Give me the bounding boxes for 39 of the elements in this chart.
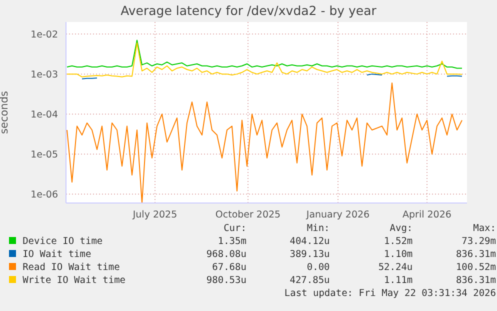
text: 1.52m: [383, 235, 414, 248]
chart-title: Average latency for /dev/xvda2 - by year: [120, 3, 378, 18]
text: 836.31m: [454, 274, 497, 287]
x-tick-label: April 2026: [402, 210, 452, 221]
text: Max:: [472, 222, 497, 235]
text: Min:: [306, 222, 331, 235]
y-tick-label: 1e-05: [30, 149, 58, 160]
y-tick-label: 1e-02: [30, 29, 58, 40]
legend-label: IO Wait time: [22, 248, 92, 261]
legend-label: Device IO time: [22, 235, 104, 248]
text: 1.10m: [383, 248, 414, 261]
x-tick-label: July 2025: [132, 210, 178, 221]
legend-label: Write IO Wait time: [22, 274, 127, 287]
y-axis-title: seconds: [0, 91, 11, 134]
line-series: [66, 82, 462, 203]
text: 980.53u: [205, 274, 248, 287]
line-series: [66, 40, 462, 69]
text: 427.85u: [288, 274, 331, 287]
y-tick-label: 1e-06: [30, 189, 58, 200]
legend-label: Read IO Wait time: [22, 261, 121, 274]
text: Cur:: [222, 222, 248, 235]
text: 73.29m: [460, 235, 497, 248]
text: 0.00: [306, 261, 331, 274]
text: Last update: Fri May 22 03:31:34 2026: [283, 287, 497, 300]
y-tick-label: 1e-03: [30, 69, 58, 80]
text: 52.24u: [377, 261, 414, 274]
text: 67.68u: [211, 261, 248, 274]
text: 389.13u: [288, 248, 331, 261]
text: 1.11m: [383, 274, 414, 287]
x-tick-label: January 2026: [305, 210, 370, 221]
text: 1.35m: [216, 235, 248, 248]
y-tick-label: 1e-04: [30, 109, 58, 120]
text: 968.08u: [205, 248, 248, 261]
text: 836.31m: [454, 248, 497, 261]
x-tick-label: October 2025: [215, 210, 281, 221]
text: Avg:: [388, 222, 414, 235]
text: 404.12u: [288, 235, 331, 248]
line-series: [66, 42, 462, 78]
text: 100.52m: [454, 261, 497, 274]
